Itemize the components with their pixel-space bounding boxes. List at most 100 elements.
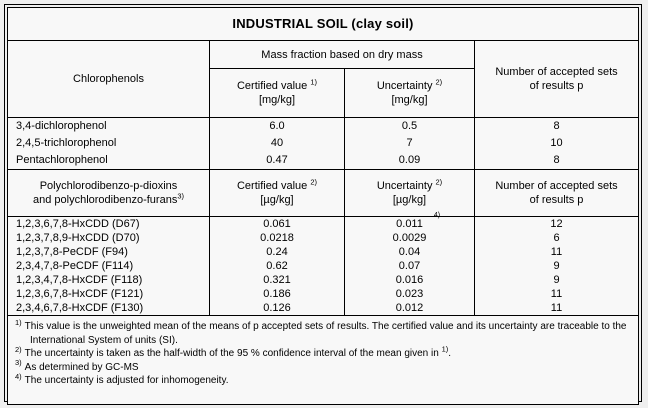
certificate-table-frame: INDUSTRIAL SOIL (clay soil) Chlorophenol… <box>4 4 642 405</box>
certified-value-label: Certified value <box>236 80 308 92</box>
analyte-cell: 3,4-dichlorophenol <box>7 117 210 135</box>
uncertainty-cell: 0.5 <box>344 117 475 135</box>
uncertainty-label: Uncertainty <box>376 180 433 192</box>
certified-value-cell: 0.0218 <box>209 231 345 245</box>
group-label: Chlorophenols <box>73 73 144 85</box>
group-label-line2: and polychlorodibenzo-furans <box>33 194 178 206</box>
certified-value-unit: [mg/kg] <box>258 94 296 106</box>
uncertainty-value: 0.016 <box>395 274 424 286</box>
footnote-ref: 1) <box>310 77 318 87</box>
footnotes-cell: 1) This value is the unweighted mean of t… <box>7 315 639 405</box>
sets-cell: 12 <box>474 216 639 231</box>
analyte-cell: 1,2,3,6,7,8-HxCDD (D67) <box>7 216 210 231</box>
uncertainty-cell: 0.07 <box>344 259 475 273</box>
certified-value-unit: [µg/kg] <box>260 194 294 206</box>
column-header-uncertainty: Uncertainty 2) [µg/kg] <box>344 169 475 217</box>
table-row: 3,4-dichlorophenol 6.0 0.5 8 <box>7 117 639 135</box>
uncertainty-cell: 0.016 <box>344 273 475 287</box>
footnote-marker: 1) <box>15 317 22 327</box>
footnote-text: The uncertainty is adjusted for inhomoge… <box>24 375 229 386</box>
sets-cell: 10 <box>474 135 639 152</box>
uncertainty-cell: 0.011 4) <box>344 212 475 231</box>
footnote-ref: 2) <box>435 77 443 87</box>
uncertainty-cell: 0.09 <box>344 152 475 170</box>
footnote-text: This value is the unweighted mean of the… <box>24 321 627 346</box>
uncertainty-label: Uncertainty <box>376 80 433 92</box>
footnote-2: 2) The uncertainty is taken as the half-w… <box>15 344 630 361</box>
group-label: Polychlorodibenzo-p-dioxins <box>39 180 178 192</box>
uncertainty-unit: [µg/kg] <box>392 194 427 206</box>
uncertainty-value: 7 <box>406 137 413 149</box>
table-row: Pentachlorophenol 0.47 0.09 8 <box>7 152 639 170</box>
table-row: 1,2,3,7,8-PeCDF (F94) 0.24 0.04 11 <box>7 245 639 259</box>
footnote-1: 1) This value is the unweighted mean of t… <box>15 317 630 347</box>
certified-value-cell: 6.0 <box>209 117 345 135</box>
footnote-marker: 4) <box>15 371 22 381</box>
sets-cell: 11 <box>474 301 639 316</box>
table-row: 1,2,3,7,8,9-HxCDD (D70) 0.0218 0.0029 6 <box>7 231 639 245</box>
certified-value-cell: 0.321 <box>209 273 345 287</box>
uncertainty-cell: 0.023 <box>344 287 475 301</box>
footnote-ref: 2) <box>310 177 318 187</box>
sets-cell: 9 <box>474 273 639 287</box>
footnote-tail: . <box>448 348 452 359</box>
sets-cell: 11 <box>474 287 639 301</box>
certified-value-cell: 0.47 <box>209 152 345 170</box>
sets-cell: 8 <box>474 152 639 170</box>
certified-values-table: INDUSTRIAL SOIL (clay soil) Chlorophenol… <box>7 7 639 405</box>
footnote-4: 4) The uncertainty is adjusted for inhomo… <box>15 371 630 388</box>
column-header-uncertainty: Uncertainty 2) [mg/kg] <box>344 68 475 118</box>
title-row: INDUSTRIAL SOIL (clay soil) <box>7 7 639 41</box>
certified-value-cell: 0.061 <box>209 216 345 231</box>
uncertainty-value: 0.023 <box>395 288 424 300</box>
table-row: 2,3,4,6,7,8-HxCDF (F130) 0.126 0.012 11 <box>7 301 639 316</box>
certified-value-cell: 0.24 <box>209 245 345 259</box>
uncertainty-value: 0.0029 <box>392 232 427 244</box>
analyte-cell: 1,2,3,7,8,9-HxCDD (D70) <box>7 231 210 245</box>
uncertainty-value: 0.07 <box>398 260 421 272</box>
uncertainty-cell: 7 <box>344 135 475 152</box>
sub-header-row: Certified value 1) [mg/kg] Uncertainty 2)… <box>8 68 639 118</box>
table-row: 1,2,3,6,7,8-HxCDF (F121) 0.186 0.023 11 <box>7 287 639 301</box>
column-header-accepted-sets: Number of accepted sets of results p <box>474 40 639 118</box>
footnote-3: 3) As determined by GC-MS <box>15 358 630 375</box>
certified-value-label: Certified value <box>236 180 308 192</box>
uncertainty-cell: 0.04 <box>344 245 475 259</box>
uncertainty-value: 0.5 <box>401 120 418 132</box>
page-title: INDUSTRIAL SOIL (clay soil) <box>7 7 639 41</box>
table-row: 1,2,3,4,7,8-HxCDF (F118) 0.321 0.016 9 <box>7 273 639 287</box>
mass-fraction-header: Mass fraction based on dry mass <box>209 40 475 69</box>
analyte-cell: 2,4,5-trichlorophenol <box>7 135 210 152</box>
uncertainty-value: 0.011 <box>396 218 423 230</box>
column-header-certified-value: Certified value 2) [µg/kg] <box>209 169 345 217</box>
column-header-accepted-sets: Number of accepted sets of results p <box>474 169 639 217</box>
footnote-ref: 2) <box>435 177 443 187</box>
uncertainty-cell: 0.0029 <box>344 231 475 245</box>
footnote-text: The uncertainty is taken as the half-wid… <box>24 348 442 359</box>
column-header-dioxins-furans: Polychlorodibenzo-p-dioxins and polychlor… <box>7 169 210 217</box>
certified-value-cell: 0.186 <box>209 287 345 301</box>
analyte-cell: 2,3,4,7,8-PeCDF (F114) <box>7 259 210 273</box>
certified-value-cell: 40 <box>209 135 345 152</box>
analyte-cell: 1,2,3,7,8-PeCDF (F94) <box>7 245 210 259</box>
column-header-certified-value: Certified value 1) [mg/kg] <box>209 68 345 118</box>
footnote-marker: 2) <box>15 344 22 354</box>
footnotes-row: 1) This value is the unweighted mean of t… <box>7 315 639 405</box>
sets-label: Number of accepted sets of results p <box>495 66 618 92</box>
analyte-cell: 1,2,3,6,7,8-HxCDF (F121) <box>7 287 210 301</box>
analyte-cell: Pentachlorophenol <box>7 152 210 170</box>
column-header-chlorophenols: Chlorophenols <box>7 40 210 118</box>
sets-label: Number of accepted sets of results p <box>495 180 618 206</box>
footnote-ref: 3) <box>177 191 184 201</box>
sets-cell: 6 <box>474 231 639 245</box>
dioxins-header-row: Polychlorodibenzo-p-dioxins and polychlor… <box>7 169 639 217</box>
footnote-marker: 3) <box>15 358 22 368</box>
uncertainty-unit: [mg/kg] <box>391 94 428 106</box>
mass-fraction-header-row: Chlorophenols Mass fraction based on dry… <box>7 40 639 118</box>
sets-cell: 11 <box>474 245 639 259</box>
uncertainty-value: 0.09 <box>398 154 421 166</box>
table-row: 2,4,5-trichlorophenol 40 7 10 <box>7 135 639 152</box>
sets-cell: 9 <box>474 259 639 273</box>
uncertainty-cell: 0.012 <box>344 301 475 316</box>
certified-value-cell: 0.126 <box>209 301 345 316</box>
